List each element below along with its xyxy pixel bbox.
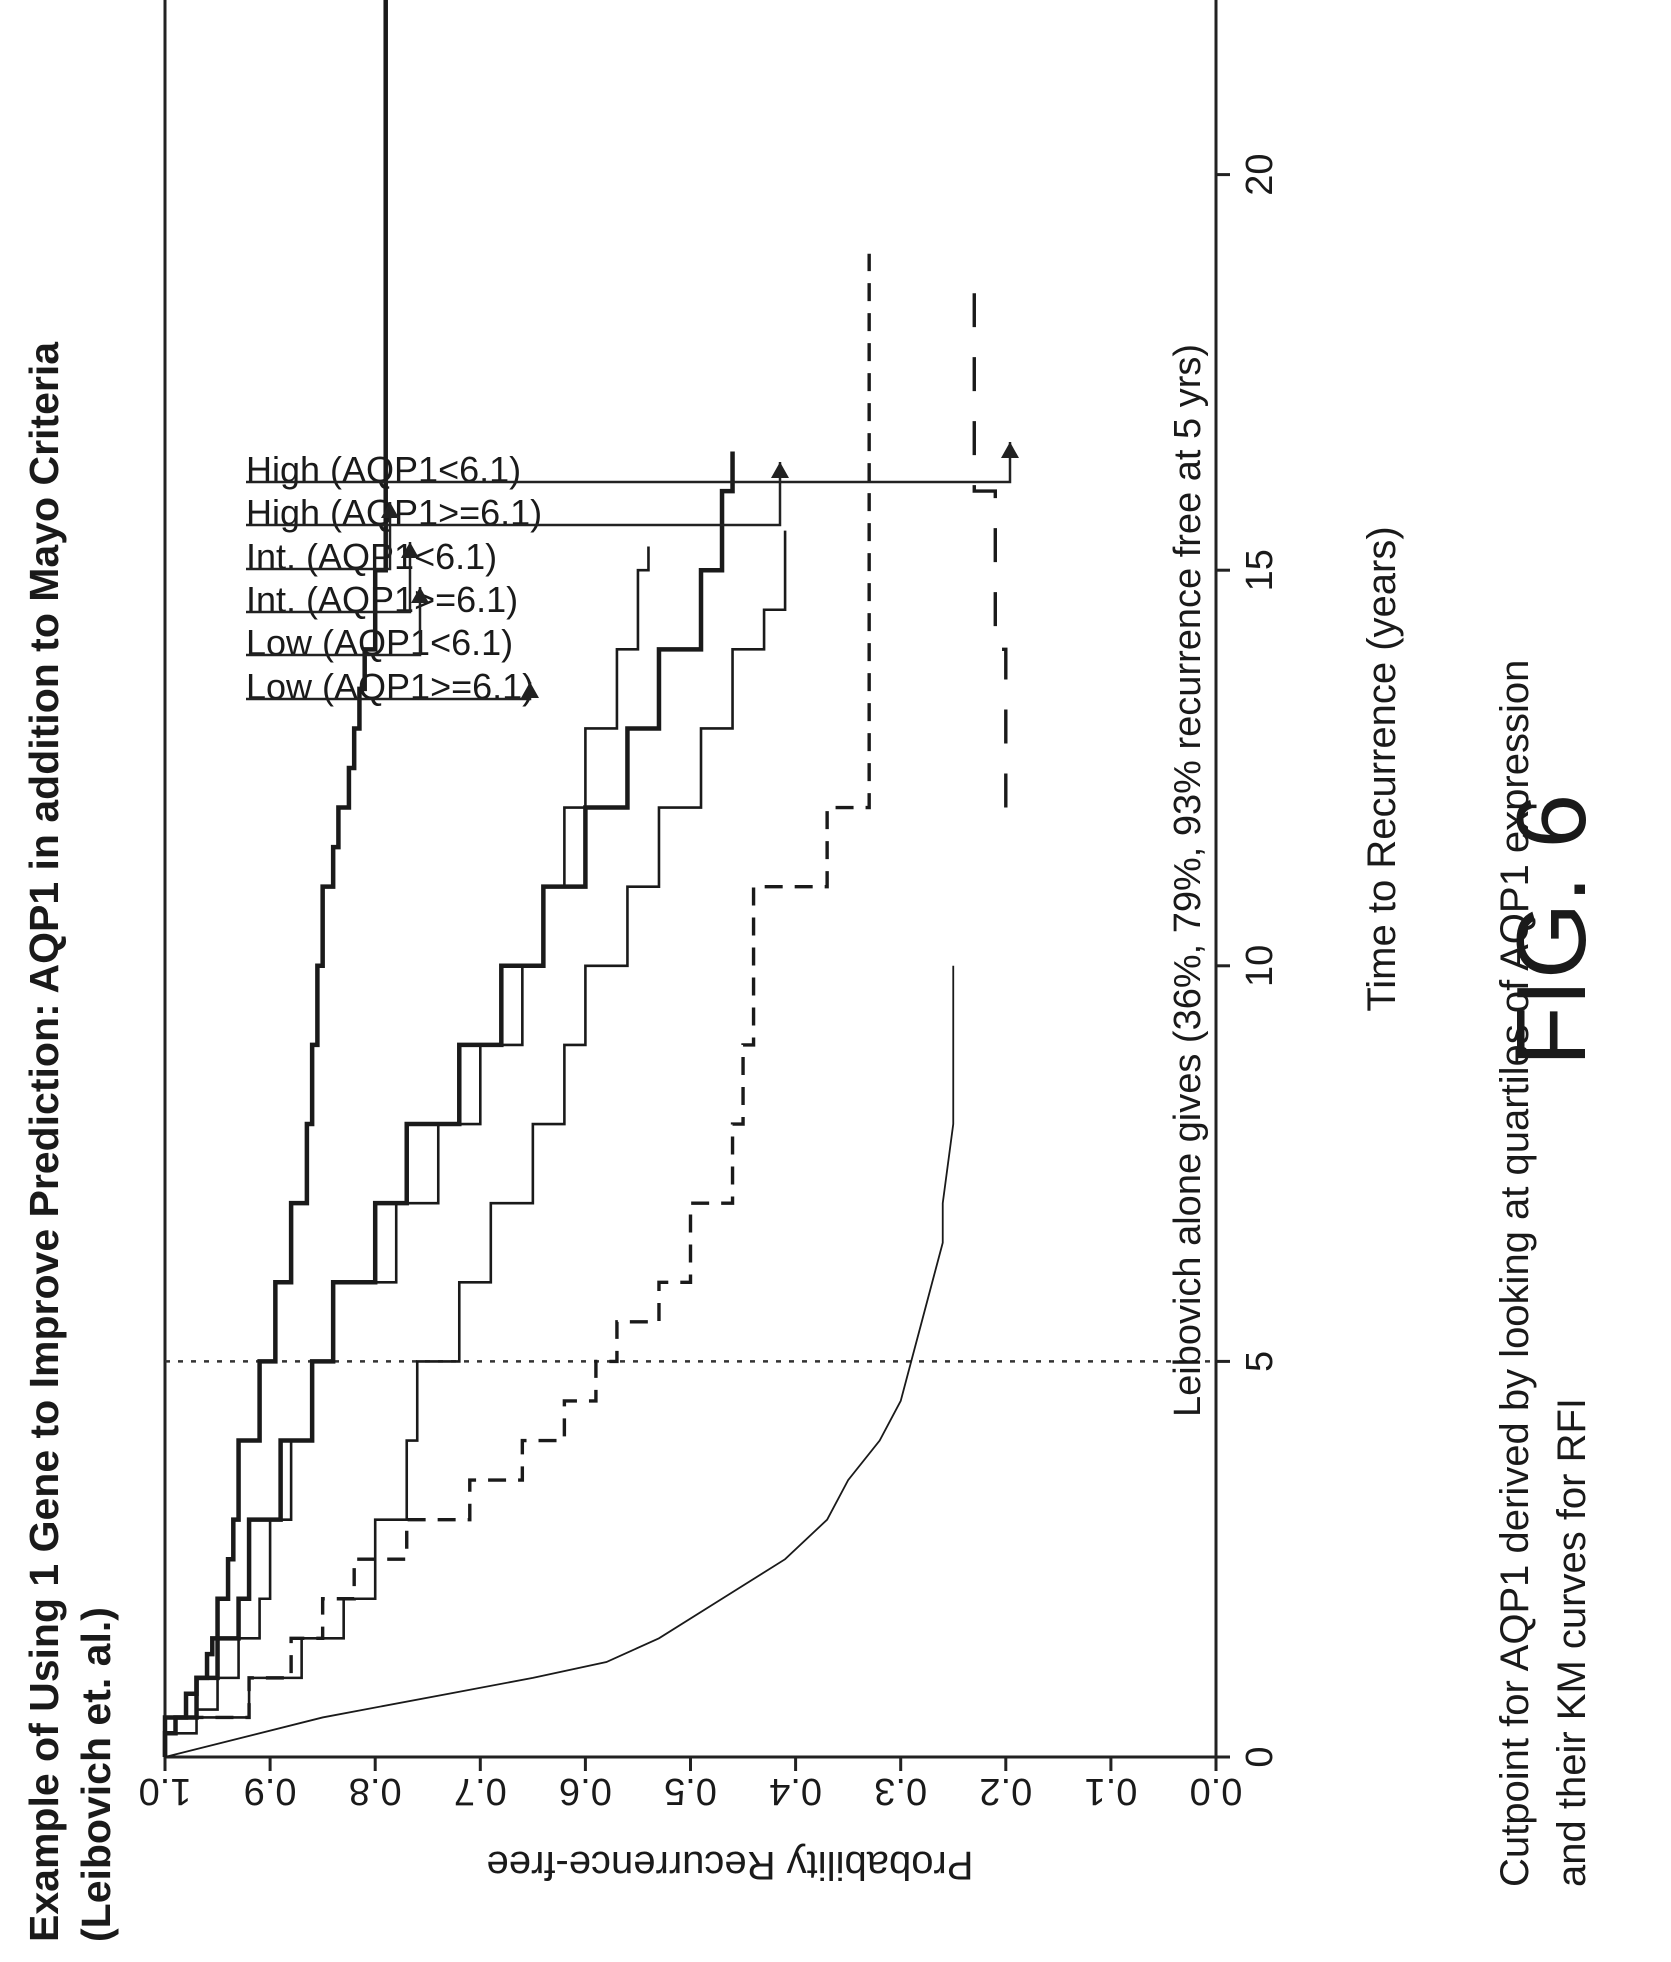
x-tick-label: 5 — [1239, 1351, 1281, 1372]
legend-arrowhead-4 — [381, 502, 399, 518]
legend-arrowhead-6 — [1001, 442, 1019, 458]
x-tick-label: 15 — [1239, 549, 1281, 591]
y-tick-label: 0.8 — [349, 1770, 402, 1812]
y-tick-label: 0.6 — [559, 1770, 612, 1812]
legend-arrowhead-5 — [771, 462, 789, 478]
y-tick-label: 0.7 — [454, 1770, 507, 1812]
series-line-4 — [163, 530, 787, 1757]
series-line-6 — [972, 293, 1008, 808]
x-tick-label: 20 — [1239, 153, 1281, 195]
series-line-7 — [164, 965, 955, 1758]
legend-label-1: Low (AQP1>=6.1) — [246, 666, 534, 707]
caption-line-2: and their KM curves for RFI — [1550, 1398, 1594, 1887]
legend-label-6: High (AQP1<6.1) — [246, 449, 521, 490]
series-line-1 — [162, 0, 388, 1757]
legend-arrowhead-1 — [521, 682, 539, 698]
x-axis-title: Time to Recurrence (years) — [1360, 526, 1404, 1011]
x-tick-label: 0 — [1239, 1746, 1281, 1767]
figure-label: FIG. 6 — [1496, 794, 1606, 1066]
chart-subtitle: (Leibovich et. al.) — [73, 1607, 119, 1942]
legend-label-3: Int. (AQP1>=6.1) — [246, 579, 518, 620]
leibovich-annotation: Leibovich alone gives (36%, 79%, 93% rec… — [1167, 344, 1209, 1417]
y-tick-label: 0.0 — [1190, 1770, 1243, 1812]
series-line-2 — [163, 546, 650, 1757]
y-axis-title: Probability Recurrence-free — [487, 1843, 974, 1887]
y-tick-label: 0.3 — [874, 1770, 927, 1812]
y-tick-label: 1.0 — [139, 1770, 192, 1812]
legend-label-4: Int. (AQP1<6.1) — [246, 536, 497, 577]
legend-leader-2 — [246, 587, 422, 657]
legend-leader-3 — [246, 542, 412, 614]
series-line-5 — [163, 253, 871, 1757]
x-tick-label: 10 — [1239, 945, 1281, 987]
legend-arrowhead-3 — [401, 542, 419, 558]
plot-frame — [163, 0, 1218, 1759]
y-tick-label: 0.9 — [244, 1770, 297, 1812]
y-tick-label: 0.1 — [1084, 1770, 1137, 1812]
chart-title: Example of Using 1 Gene to Improve Predi… — [21, 341, 67, 1942]
caption-line-1: Cutpoint for AQP1 derived by looking at … — [1493, 660, 1537, 1887]
legend-label-2: Low (AQP1<6.1) — [246, 622, 513, 663]
y-tick-label: 0.5 — [664, 1770, 717, 1812]
y-tick-label: 0.4 — [769, 1770, 822, 1812]
legend-arrowhead-2 — [411, 587, 429, 603]
y-tick-label: 0.2 — [979, 1770, 1032, 1812]
series-line-3 — [162, 451, 735, 1757]
